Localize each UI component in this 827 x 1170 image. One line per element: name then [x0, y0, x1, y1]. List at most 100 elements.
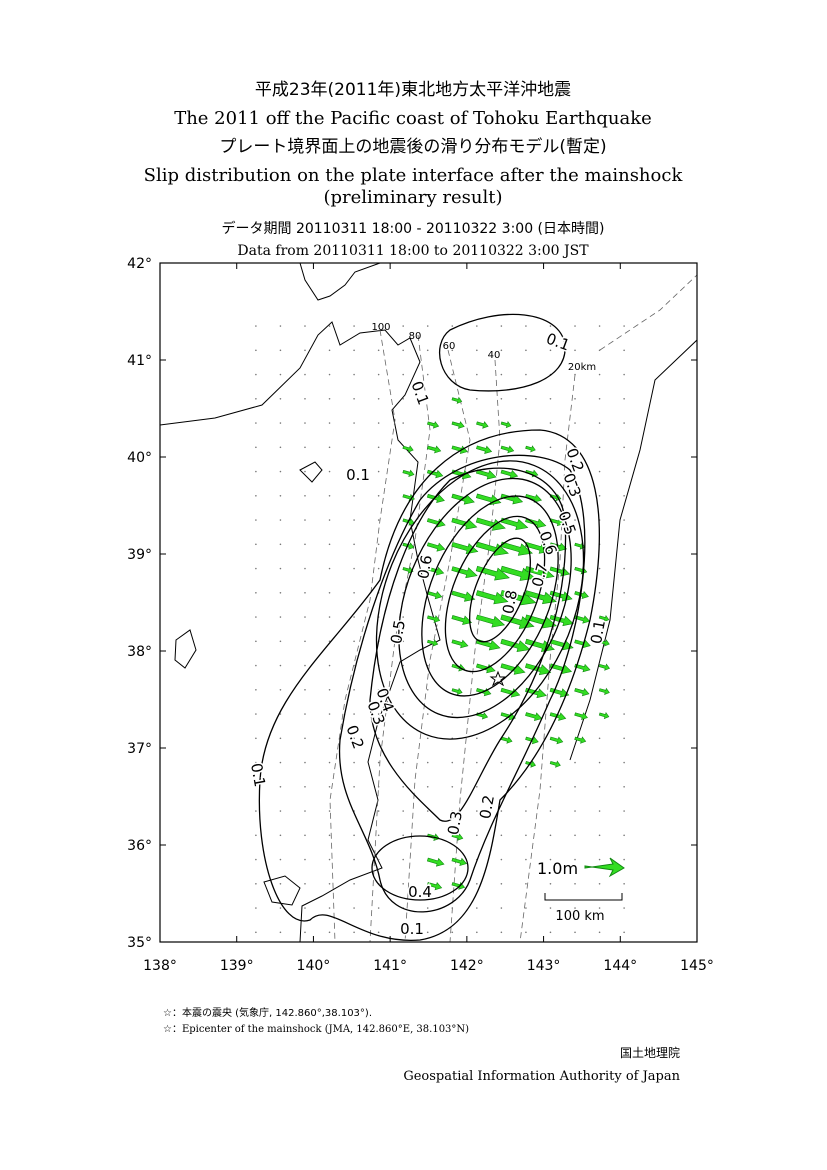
slip-dot [623, 325, 625, 327]
peninsula [299, 461, 323, 483]
slip-contour-0-3 [369, 467, 567, 822]
slip-dot [279, 592, 282, 594]
slip-dot [525, 858, 527, 861]
slip-dot [549, 446, 552, 449]
depth-contour-label: 20km [568, 362, 596, 373]
slip-dot [623, 349, 625, 352]
slip-dot [304, 519, 306, 521]
slip-dot [255, 810, 257, 812]
slip-dot [402, 786, 404, 788]
slip-contour-label: 0.1 [346, 466, 370, 484]
scale-arrow-label: 1.0m [537, 859, 578, 878]
slip-arrow [476, 712, 489, 720]
slip-dot [377, 689, 380, 691]
slip-dot [304, 761, 306, 764]
slip-dot [623, 907, 625, 909]
slip-dot [279, 640, 282, 643]
hokkaido-coast [299, 263, 381, 301]
depth-contour-label: 60 [443, 341, 456, 352]
slip-dot [279, 664, 282, 667]
slip-arrow [598, 712, 610, 720]
slip-dot [353, 567, 355, 570]
slip-dot [476, 907, 478, 909]
slip-arrow [451, 566, 478, 579]
y-tick-label: 37° [127, 741, 152, 757]
slip-arrow [426, 493, 445, 504]
slip-dot [279, 689, 282, 691]
slip-dot [328, 689, 331, 691]
slip-dot [304, 592, 306, 594]
slip-dot [426, 737, 429, 740]
slip-dot [574, 373, 576, 376]
slip-dot [574, 931, 576, 934]
slip-arrow [525, 760, 536, 768]
slip-dot [426, 325, 429, 327]
note-en: ☆：Epicenter of the mainshock (JMA, 142.8… [163, 1024, 469, 1035]
slip-dot [426, 713, 429, 715]
slip-dot [476, 349, 478, 352]
slip-contour-label: 0.1 [587, 619, 609, 646]
slip-dot [377, 737, 380, 740]
slip-dot [426, 761, 429, 764]
slip-arrow [524, 590, 557, 605]
slip-dot [328, 446, 331, 449]
slip-dot [353, 640, 355, 643]
slip-dot [353, 737, 355, 740]
slip-arrow [598, 615, 610, 623]
slip-arrow [427, 421, 440, 429]
slip-dot [598, 858, 601, 861]
slip-dot [377, 858, 380, 861]
slip-dot [623, 664, 625, 667]
slip-dot [377, 349, 380, 352]
slip-dot [525, 834, 527, 837]
coastline [160, 263, 441, 942]
slip-dot [353, 519, 355, 521]
slip-dot [353, 349, 355, 352]
subtitle-note: (preliminary result) [323, 187, 502, 208]
slip-dot [255, 446, 257, 449]
slip-dot [451, 931, 454, 934]
slip-arrow [451, 445, 468, 455]
slip-dot [500, 398, 503, 400]
slip-arrow [426, 469, 444, 479]
slip-dot [402, 858, 404, 861]
slip-dot [451, 810, 454, 812]
slip-dot [279, 713, 282, 715]
slip-dot [598, 592, 601, 594]
slip-dot [377, 567, 380, 570]
slip-dot [500, 325, 503, 327]
slip-contour-0-6 [421, 495, 559, 697]
slip-dot [279, 834, 282, 837]
slip-dot [476, 834, 478, 837]
slip-arrow [402, 445, 414, 453]
slip-dot [476, 786, 478, 788]
slip-dot [402, 616, 404, 618]
slip-dot [279, 325, 282, 327]
slip-dot [623, 616, 625, 618]
slip-dot [598, 834, 601, 837]
slip-dot [279, 931, 282, 934]
slip-arrow [549, 760, 561, 768]
slip-dot [328, 470, 331, 473]
y-tick-label: 38° [127, 644, 152, 660]
slip-dot [623, 810, 625, 812]
honshu-coast [160, 321, 441, 942]
slip-dot [500, 883, 503, 885]
slip-dot [476, 373, 478, 376]
slip-dot [328, 664, 331, 667]
footer-ja: 国土地理院 [620, 1046, 680, 1060]
slip-dot [353, 446, 355, 449]
slip-arrow [500, 469, 519, 479]
slip-dot [402, 422, 404, 424]
slip-dot [549, 931, 552, 934]
slip-dot [549, 349, 552, 352]
slip-dot [549, 422, 552, 424]
slip-dot [623, 495, 625, 497]
slip-dot [304, 786, 306, 788]
slip-dot [304, 713, 306, 715]
slip-dot [328, 373, 331, 376]
slip-dot [623, 713, 625, 715]
slip-dot [353, 834, 355, 837]
slip-dot [255, 567, 257, 570]
slip-dot [353, 858, 355, 861]
